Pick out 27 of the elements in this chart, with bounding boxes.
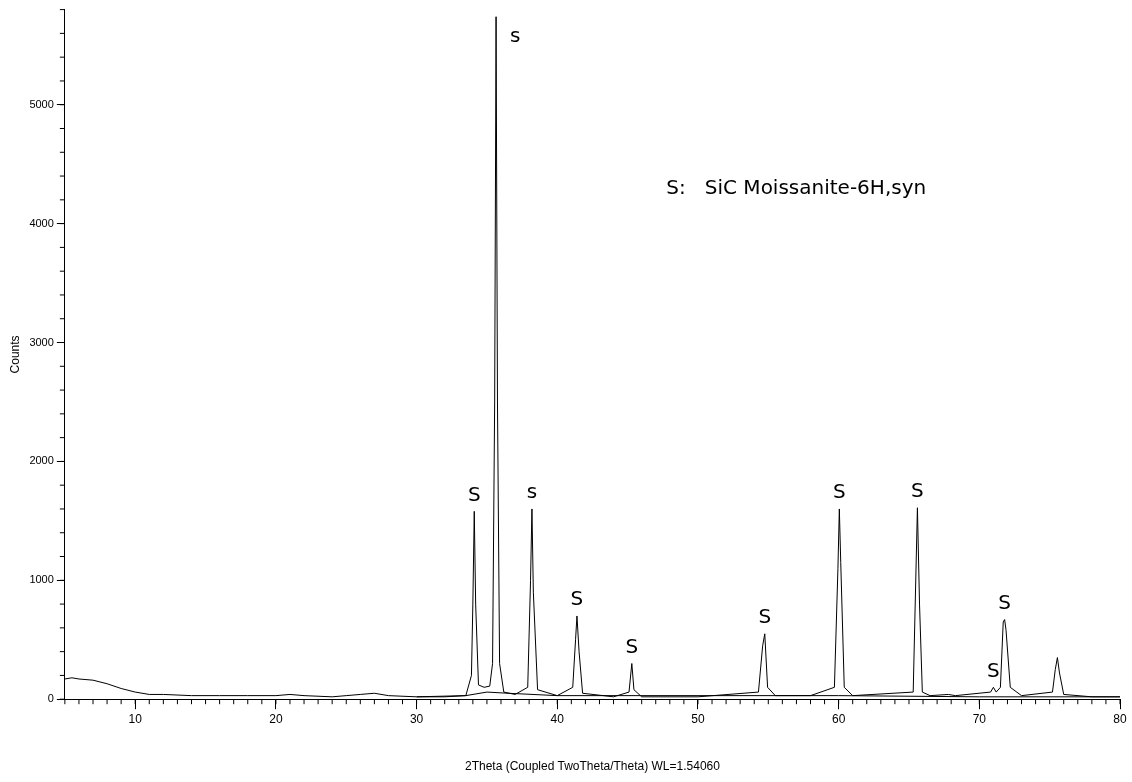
x-axis-title: 2Theta (Coupled TwoTheta/Theta) WL=1.54060 [464, 759, 721, 774]
annotation: S [998, 589, 1011, 614]
x-tick-label: 80 [1113, 711, 1127, 726]
y-tick-label: 5000 [29, 97, 54, 110]
x-tick-label: 70 [972, 711, 987, 726]
y-axis-title: Counts [7, 335, 22, 374]
annotation: S [911, 477, 924, 502]
y-tick-label: 4000 [29, 216, 54, 229]
annotation: S: SiC Moissanite-6H,syn [666, 175, 927, 200]
annotation: S [832, 479, 846, 504]
x-tick-label: 10 [128, 711, 143, 726]
annotation: s [526, 479, 538, 504]
annotation: s [510, 22, 521, 47]
annotation: S [987, 657, 1000, 682]
y-tick-label: 2000 [29, 454, 54, 467]
x-tick-label: 60 [831, 711, 846, 726]
annotation: S [758, 604, 772, 629]
y-tick-label: 1000 [29, 573, 54, 586]
y-tick-label: 0 [47, 692, 54, 705]
annotation: S [625, 633, 639, 658]
x-tick-label: 40 [550, 711, 565, 726]
x-tick-label: 20 [269, 711, 283, 726]
annotation: S [467, 481, 481, 506]
annotation: S [570, 586, 584, 611]
y-tick-label: 3000 [29, 335, 54, 348]
x-tick-label: 50 [691, 711, 705, 726]
x-tick-label: 30 [409, 711, 424, 726]
